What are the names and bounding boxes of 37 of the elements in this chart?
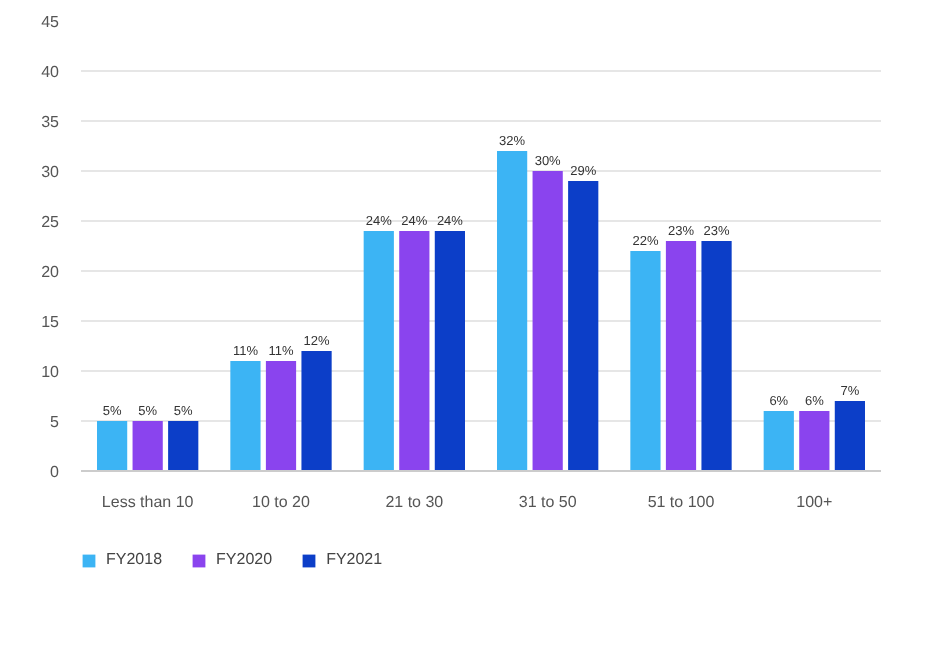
bar xyxy=(630,251,661,471)
x-tick-label: 21 to 30 xyxy=(385,493,445,511)
y-tick-label: 45 xyxy=(41,13,61,31)
y-tick-label: 40 xyxy=(41,63,61,81)
y-tick-label: 5 xyxy=(50,413,61,431)
x-tick-label: 51 to 100 xyxy=(647,493,716,511)
bar xyxy=(363,231,394,471)
legend-label: FY2020 xyxy=(216,550,273,568)
bar xyxy=(799,411,830,471)
y-tick-label: 25 xyxy=(41,213,61,231)
bar xyxy=(97,421,128,471)
bar xyxy=(230,361,261,471)
bar xyxy=(132,421,163,471)
bar xyxy=(568,181,599,471)
legend-label: FY2021 xyxy=(326,550,383,568)
bar xyxy=(665,241,697,471)
bar xyxy=(168,421,199,471)
y-tick-label: 35 xyxy=(41,113,61,131)
bar xyxy=(399,231,430,471)
x-tick-label: 10 to 20 xyxy=(252,493,312,511)
y-tick-label: 15 xyxy=(41,313,61,331)
bar xyxy=(434,231,465,471)
x-tick-label: Less than 10 xyxy=(101,493,195,511)
x-tick-label: 100+ xyxy=(796,493,834,511)
x-tick-label: 31 to 50 xyxy=(518,493,578,511)
bar xyxy=(532,171,563,471)
y-tick-label: 20 xyxy=(41,263,61,281)
bar xyxy=(301,351,332,471)
bar xyxy=(497,151,528,471)
bar xyxy=(834,401,865,471)
y-tick-label: 10 xyxy=(41,363,61,381)
legend-label: FY2018 xyxy=(106,550,163,568)
y-tick-label: 0 xyxy=(50,463,61,481)
bar xyxy=(763,411,794,471)
y-tick-label: 30 xyxy=(41,163,61,181)
bar xyxy=(265,361,297,471)
bar xyxy=(701,241,732,471)
